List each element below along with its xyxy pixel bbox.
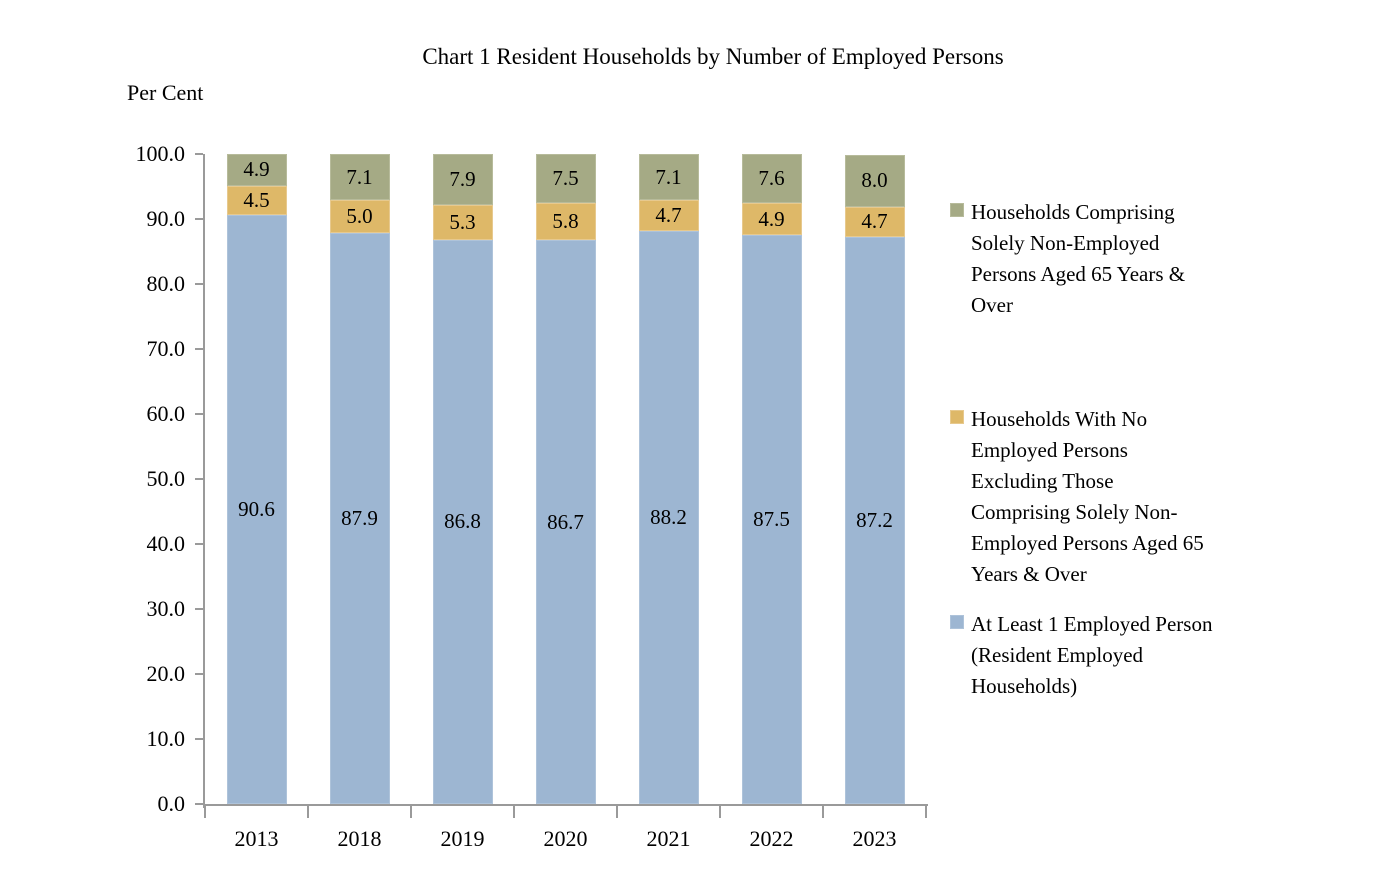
x-category-label: 2019 <box>440 826 485 851</box>
x-category-label: 2022 <box>749 826 794 851</box>
bar-segment: 87.2 <box>844 237 905 804</box>
y-tick-label: 10.0 <box>146 726 186 751</box>
bar-segment: 5.8 <box>535 202 596 241</box>
bar-segment-label: 87.9 <box>341 505 378 530</box>
bar-segment: 88.2 <box>638 230 699 804</box>
y-tick-mark <box>195 543 203 545</box>
bar-segment: 90.6 <box>226 215 287 804</box>
bar-segment: 87.9 <box>329 232 390 804</box>
x-category-label: 2023 <box>852 826 897 851</box>
y-tick-label: 40.0 <box>146 531 186 556</box>
legend-label: Households With No Employed Persons Excl… <box>971 407 1204 586</box>
bar-segment-label: 86.7 <box>547 509 584 534</box>
x-category-tick <box>307 806 309 818</box>
bar-segment-label: 88.2 <box>650 504 687 529</box>
y-tick-label: 100.0 <box>135 141 186 166</box>
bar-segment-label: 87.2 <box>856 508 893 533</box>
y-tick-label: 50.0 <box>146 466 186 491</box>
bar-segment: 4.9 <box>741 203 802 236</box>
bar-segment-label: 4.7 <box>861 209 888 234</box>
y-tick-mark <box>195 218 203 220</box>
bar-segment: 7.5 <box>535 154 596 203</box>
x-category-label: 2018 <box>337 826 382 851</box>
bar-segment: 4.9 <box>226 154 287 186</box>
bar-segment-label: 7.1 <box>346 164 373 189</box>
legend-item: At Least 1 Employed Person (Resident Emp… <box>950 609 1295 702</box>
bar-segment-label: 5.3 <box>449 210 476 235</box>
y-tick-label: 80.0 <box>146 271 186 296</box>
y-tick-label: 20.0 <box>146 661 186 686</box>
bar-segment-label: 4.9 <box>243 157 270 182</box>
bar-segment-label: 4.7 <box>655 202 682 227</box>
legend-swatch-icon <box>950 615 964 629</box>
legend-item: Households With No Employed Persons Excl… <box>950 404 1295 590</box>
y-tick-mark <box>195 153 203 155</box>
bar-segment: 7.1 <box>638 154 699 201</box>
x-category-tick <box>513 806 515 818</box>
bar-segment: 4.5 <box>226 185 287 216</box>
legend-swatch-icon <box>950 410 964 424</box>
bar-segment: 4.7 <box>638 200 699 231</box>
legend-label: Households Comprising Solely Non-Employe… <box>971 200 1186 317</box>
bar-segment: 7.1 <box>329 154 390 201</box>
bar-segment: 7.6 <box>741 154 802 204</box>
y-axis-line <box>203 154 205 808</box>
y-tick-label: 30.0 <box>146 596 186 621</box>
y-tick-label: 0.0 <box>157 791 186 816</box>
y-tick-mark <box>195 283 203 285</box>
bar-segment: 86.7 <box>535 240 596 804</box>
x-category-tick <box>410 806 412 818</box>
bar-segment: 8.0 <box>844 154 905 207</box>
legend-item: Households Comprising Solely Non-Employe… <box>950 197 1295 321</box>
bar-segment-label: 4.5 <box>243 187 270 212</box>
bar-segment-label: 7.1 <box>655 164 682 189</box>
x-category-label: 2021 <box>646 826 691 851</box>
bar-segment: 87.5 <box>741 235 802 804</box>
bar-segment-label: 5.0 <box>346 203 373 228</box>
y-tick-label: 70.0 <box>146 336 186 361</box>
y-tick-mark <box>195 803 203 805</box>
bar-segment: 86.8 <box>432 239 493 804</box>
bar-segment-label: 5.8 <box>552 209 579 234</box>
x-category-tick <box>719 806 721 818</box>
y-tick-mark <box>195 413 203 415</box>
y-tick-mark <box>195 608 203 610</box>
bar-segment: 5.0 <box>329 200 390 233</box>
y-tick-label: 60.0 <box>146 401 186 426</box>
x-category-label: 2020 <box>543 826 588 851</box>
x-category-tick <box>925 806 927 818</box>
y-tick-mark <box>195 673 203 675</box>
x-category-label: 2013 <box>234 826 279 851</box>
legend-swatch-icon <box>950 203 964 217</box>
bar-segment-label: 7.9 <box>449 167 476 192</box>
bar-segment: 4.7 <box>844 206 905 238</box>
y-tick-mark <box>195 348 203 350</box>
bar-segment: 7.9 <box>432 154 493 206</box>
bar-segment-label: 7.5 <box>552 165 579 190</box>
x-axis-line <box>203 804 928 806</box>
bar-segment-label: 7.6 <box>758 166 785 191</box>
legend-label: At Least 1 Employed Person (Resident Emp… <box>971 612 1213 698</box>
x-category-tick <box>204 806 206 818</box>
x-category-tick <box>822 806 824 818</box>
y-tick-mark <box>195 738 203 740</box>
bar-segment: 5.3 <box>432 205 493 240</box>
y-tick-label: 90.0 <box>146 206 186 231</box>
y-tick-mark <box>195 478 203 480</box>
bar-segment-label: 8.0 <box>861 168 888 193</box>
bar-segment-label: 87.5 <box>753 507 790 532</box>
bar-segment-label: 4.9 <box>758 206 785 231</box>
y-axis-title: Per Cent <box>127 80 204 105</box>
chart-title: Chart 1 Resident Households by Number of… <box>422 44 1004 69</box>
bar-segment-label: 86.8 <box>444 509 481 534</box>
x-category-tick <box>616 806 618 818</box>
bar-segment-label: 90.6 <box>238 497 275 522</box>
